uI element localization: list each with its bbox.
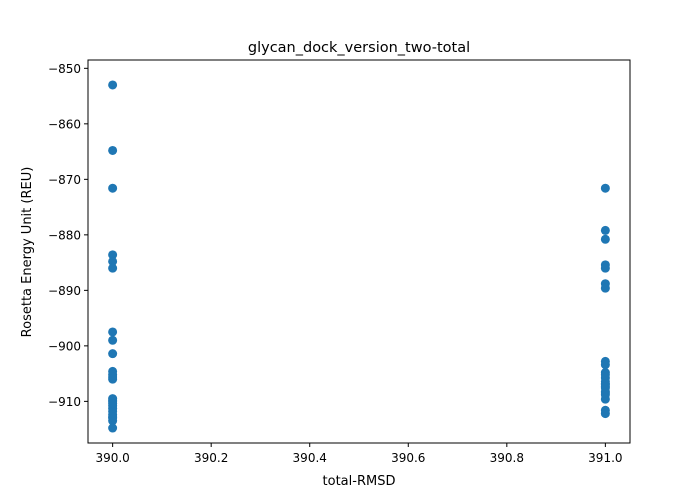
y-tick-label: −910: [48, 395, 81, 409]
data-point: [108, 183, 118, 193]
x-tick-label: 390.2: [194, 451, 228, 465]
x-axis-ticks: 390.0 390.2 390.4 390.6 390.8 391.0: [95, 443, 623, 465]
data-points: [108, 80, 610, 433]
data-point: [108, 263, 118, 273]
data-point: [600, 409, 610, 419]
data-point: [600, 234, 610, 244]
y-tick-label: −870: [48, 173, 81, 187]
y-tick-label: −900: [48, 339, 81, 353]
data-point: [600, 388, 610, 398]
x-axis-label: total-RMSD: [323, 474, 396, 489]
y-axis-label: Rosetta Energy Unit (REU): [20, 167, 35, 338]
data-point: [108, 80, 118, 90]
data-point: [600, 263, 610, 273]
data-point: [600, 283, 610, 293]
x-tick-label: 390.8: [490, 451, 524, 465]
data-point: [108, 327, 118, 337]
y-axis-ticks: −910 −900 −890 −880 −870 −860 −850: [48, 62, 88, 409]
data-point: [600, 360, 610, 370]
data-point: [108, 256, 118, 266]
data-point: [108, 250, 118, 260]
data-point: [108, 423, 118, 433]
data-point: [108, 412, 118, 422]
y-tick-label: −880: [48, 228, 81, 242]
data-point: [600, 225, 610, 235]
data-point: [108, 349, 118, 359]
data-point: [108, 145, 118, 155]
chart-title: glycan_dock_version_two-total: [248, 40, 470, 56]
data-point: [600, 183, 610, 193]
x-tick-label: 390.0: [95, 451, 129, 465]
y-tick-label: −850: [48, 62, 81, 76]
data-point: [108, 399, 118, 409]
x-tick-label: 390.4: [293, 451, 327, 465]
data-point: [108, 335, 118, 345]
x-tick-label: 391.0: [588, 451, 622, 465]
plot-area-frame: [87, 59, 631, 444]
data-point: [108, 372, 118, 382]
data-point: [600, 370, 610, 380]
y-tick-label: −890: [48, 284, 81, 298]
data-point: [600, 381, 610, 391]
x-tick-label: 390.6: [391, 451, 425, 465]
y-tick-label: −860: [48, 117, 81, 131]
